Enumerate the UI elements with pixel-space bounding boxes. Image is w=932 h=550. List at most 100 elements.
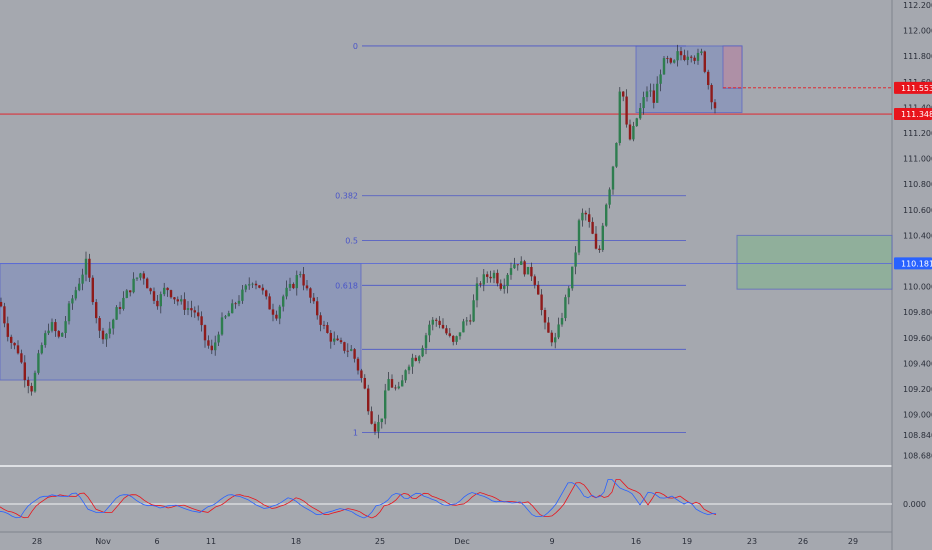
candle-body[interactable]	[605, 204, 608, 226]
candle-body[interactable]	[47, 330, 50, 334]
candle-body[interactable]	[666, 58, 669, 59]
candle-body[interactable]	[642, 97, 645, 109]
candle-body[interactable]	[200, 316, 203, 326]
candle-body[interactable]	[16, 345, 20, 354]
candle-body[interactable]	[268, 296, 271, 310]
candle-body[interactable]	[98, 318, 101, 331]
candle-body[interactable]	[214, 342, 217, 351]
candle-body[interactable]	[278, 306, 281, 319]
candle-body[interactable]	[686, 56, 689, 61]
candle-body[interactable]	[305, 285, 309, 289]
candle-body[interactable]	[673, 60, 676, 63]
candle-body[interactable]	[176, 299, 179, 302]
candle-body[interactable]	[601, 225, 604, 250]
candle-body[interactable]	[496, 272, 499, 284]
candle-body[interactable]	[608, 189, 611, 205]
candle-body[interactable]	[526, 266, 530, 275]
candle-body[interactable]	[713, 102, 717, 109]
candle-body[interactable]	[146, 278, 149, 289]
candle-body[interactable]	[649, 90, 652, 92]
candle-body[interactable]	[397, 386, 400, 389]
candle-body[interactable]	[611, 166, 615, 190]
candle-body[interactable]	[703, 51, 706, 72]
candle-body[interactable]	[13, 342, 16, 346]
candle-body[interactable]	[227, 313, 230, 317]
candle-body[interactable]	[639, 108, 642, 119]
candle-body[interactable]	[509, 268, 513, 275]
candle-body[interactable]	[30, 385, 33, 392]
candle-body[interactable]	[622, 91, 625, 97]
candle-body[interactable]	[584, 212, 587, 215]
candle-body[interactable]	[186, 308, 190, 310]
candle-body[interactable]	[482, 274, 485, 285]
candle-body[interactable]	[435, 319, 438, 321]
candle-body[interactable]	[659, 74, 662, 84]
candle-body[interactable]	[288, 283, 292, 288]
candle-body[interactable]	[571, 266, 574, 289]
candle-body[interactable]	[295, 275, 298, 289]
candle-body[interactable]	[390, 379, 394, 388]
candle-body[interactable]	[581, 212, 584, 221]
candle-body[interactable]	[37, 353, 40, 373]
candle-body[interactable]	[690, 56, 693, 58]
candle-body[interactable]	[448, 333, 451, 336]
candle-body[interactable]	[645, 91, 649, 98]
candle-body[interactable]	[513, 264, 516, 269]
candle-body[interactable]	[591, 221, 594, 234]
candle-body[interactable]	[23, 362, 26, 381]
candle-body[interactable]	[173, 297, 176, 300]
candle-body[interactable]	[424, 335, 428, 348]
candle-body[interactable]	[139, 273, 142, 278]
candle-body[interactable]	[326, 325, 329, 333]
candle-body[interactable]	[118, 307, 122, 309]
candle-body[interactable]	[557, 324, 560, 338]
candle-body[interactable]	[20, 353, 23, 363]
candle-body[interactable]	[339, 340, 343, 343]
candle-body[interactable]	[210, 345, 213, 351]
candle-body[interactable]	[282, 296, 285, 307]
candle-body[interactable]	[343, 342, 346, 351]
candle-body[interactable]	[465, 320, 468, 322]
candle-body[interactable]	[3, 306, 6, 324]
candle-body[interactable]	[683, 55, 686, 61]
candle-body[interactable]	[237, 300, 241, 304]
candle-body[interactable]	[271, 309, 275, 315]
candle-body[interactable]	[588, 214, 591, 222]
candle-body[interactable]	[244, 285, 247, 290]
candle-body[interactable]	[88, 258, 91, 278]
candle-body[interactable]	[166, 287, 169, 291]
candle-body[interactable]	[333, 338, 336, 342]
candle-body[interactable]	[78, 283, 81, 291]
candle-body[interactable]	[61, 332, 64, 337]
candle-body[interactable]	[234, 303, 237, 305]
candle-body[interactable]	[363, 377, 366, 389]
candle-body[interactable]	[292, 283, 295, 289]
candle-body[interactable]	[40, 345, 43, 354]
candle-body[interactable]	[129, 290, 132, 293]
candle-body[interactable]	[428, 324, 431, 336]
candle-body[interactable]	[489, 276, 492, 279]
candle-body[interactable]	[50, 322, 54, 331]
candle-body[interactable]	[373, 423, 377, 432]
candle-body[interactable]	[401, 380, 404, 387]
candle-body[interactable]	[540, 294, 543, 311]
candle-body[interactable]	[285, 287, 288, 297]
candle-body[interactable]	[438, 320, 441, 325]
candle-body[interactable]	[577, 220, 581, 253]
candle-body[interactable]	[503, 286, 506, 289]
candle-body[interactable]	[520, 261, 523, 265]
candle-body[interactable]	[523, 261, 526, 275]
candle-body[interactable]	[469, 320, 472, 322]
candle-body[interactable]	[95, 302, 98, 319]
candle-body[interactable]	[149, 288, 152, 292]
candle-body[interactable]	[455, 336, 458, 342]
candle-body[interactable]	[537, 284, 540, 295]
candle-body[interactable]	[193, 310, 196, 313]
candle-body[interactable]	[475, 283, 479, 301]
candle-body[interactable]	[394, 387, 397, 389]
zone-short-stop[interactable]	[722, 45, 743, 89]
candle-body[interactable]	[105, 333, 108, 340]
candle-body[interactable]	[370, 411, 373, 424]
price-badge[interactable]	[894, 108, 932, 121]
